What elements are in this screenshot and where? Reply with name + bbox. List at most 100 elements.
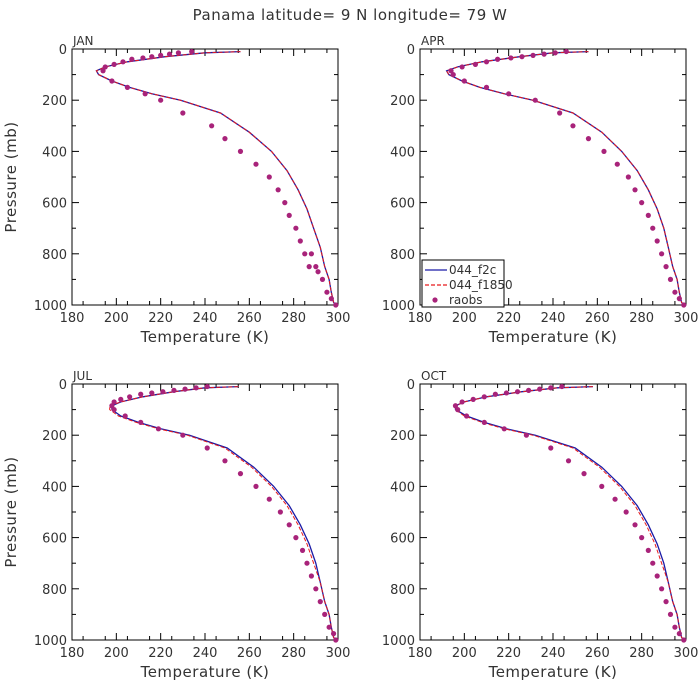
raobs-point [253, 161, 259, 167]
series-f1850-line [109, 386, 337, 641]
x-tick-label: 300 [326, 311, 351, 326]
x-tick-label: 220 [496, 646, 521, 661]
raobs-point [317, 599, 323, 605]
x-tick-label: 300 [674, 311, 699, 326]
raobs-point [654, 573, 660, 579]
raobs-point [526, 387, 532, 393]
legend-label: 044_f1850 [449, 278, 513, 292]
raobs-point [237, 471, 244, 477]
x-tick-label: 240 [193, 311, 218, 326]
y-tick-label: 1000 [34, 634, 67, 649]
x-tick-label: 280 [629, 311, 654, 326]
raobs-point [645, 547, 651, 554]
y-tick-label: 1000 [382, 634, 415, 649]
raobs-point [623, 509, 629, 515]
raobs-point [142, 91, 148, 97]
raobs-point [122, 413, 128, 419]
panel-label: APR [421, 34, 445, 48]
raobs-point [483, 84, 490, 90]
raobs-point [676, 631, 682, 637]
plot-frame [71, 48, 339, 306]
panel-oct: 180 200 220 240 260 280 300 0 200 400 600 800 1000 Te… [382, 369, 699, 681]
x-tick-label: 200 [104, 311, 129, 326]
raobs-point [645, 212, 651, 218]
plot-frame [71, 383, 339, 641]
y-tick-label: 800 [390, 248, 415, 263]
raobs-point [654, 238, 660, 244]
x-tick-label: 260 [237, 646, 262, 661]
raobs-point [100, 68, 106, 74]
raobs-point [632, 187, 638, 193]
raobs-point [193, 385, 199, 391]
raobs-point [614, 161, 620, 167]
raobs-point [672, 289, 678, 295]
raobs-point [189, 48, 195, 55]
raobs-point [599, 483, 605, 489]
plot-frame [419, 383, 687, 641]
y-tick-label: 1000 [34, 299, 67, 314]
raobs-point [297, 238, 303, 244]
raobs-point [308, 573, 314, 579]
raobs-point [158, 97, 164, 103]
x-axis-title: Temperature (K) [488, 328, 618, 346]
series-raobs [109, 383, 339, 643]
raobs-point [175, 50, 181, 56]
raobs-point [459, 399, 465, 405]
raobs-point [676, 296, 682, 302]
raobs-point [506, 91, 512, 97]
y-tick-label: 200 [42, 94, 67, 109]
raobs-point [111, 407, 117, 413]
x-tick-label: 300 [326, 646, 351, 661]
raobs-point [481, 419, 487, 425]
raobs-point [452, 403, 459, 409]
panel-jul: 180 200 220 240 260 280 300 0 200 400 600 800 1000 Te… [2, 369, 350, 681]
raobs-point [282, 200, 288, 206]
y-tick-label: 400 [390, 145, 415, 160]
series-f2c-line [111, 385, 337, 641]
x-tick-label: 200 [452, 646, 477, 661]
panel-label: JUL [72, 369, 92, 383]
raobs-point [286, 522, 292, 528]
raobs-point [138, 391, 144, 397]
y-tick-label: 800 [42, 583, 67, 598]
raobs-point [625, 174, 631, 180]
raobs-point [266, 174, 272, 180]
raobs-point [448, 68, 454, 74]
series-f1850-line [455, 386, 685, 641]
raobs-point [166, 51, 173, 57]
raobs-point [455, 407, 461, 413]
raobs-point [308, 251, 314, 257]
raobs-point [639, 200, 645, 206]
raobs-point [672, 624, 678, 630]
raobs-point [601, 148, 607, 154]
raobs-point [293, 225, 299, 231]
raobs-point [541, 51, 547, 57]
raobs-point [204, 445, 210, 451]
raobs-point [102, 64, 108, 70]
raobs-point [523, 432, 530, 438]
raobs-point [222, 136, 228, 142]
y-tick-label: 200 [42, 429, 67, 444]
raobs-point [612, 496, 618, 502]
raobs-point [514, 389, 521, 395]
x-tick-label: 220 [148, 646, 173, 661]
y-tick-label: 400 [42, 145, 67, 160]
y-tick-label: 800 [42, 248, 67, 263]
x-tick-label: 280 [629, 646, 654, 661]
raobs-point [681, 302, 687, 308]
raobs-point [160, 389, 166, 395]
raobs-point [667, 276, 674, 282]
raobs-point [532, 97, 538, 103]
panel-apr: 180 200 220 240 260 280 300 0 200 400 600 800 1000 Te… [382, 34, 699, 346]
raobs-point [557, 110, 563, 116]
x-tick-label: 220 [496, 311, 521, 326]
legend-label: raobs [449, 293, 483, 307]
raobs-point [111, 61, 117, 67]
raobs-point [333, 637, 339, 643]
series-raobs [448, 48, 687, 308]
raobs-point [563, 48, 569, 55]
raobs-point [681, 637, 687, 643]
raobs-point [304, 560, 310, 566]
y-tick-label: 800 [390, 583, 415, 598]
raobs-point [581, 471, 587, 477]
